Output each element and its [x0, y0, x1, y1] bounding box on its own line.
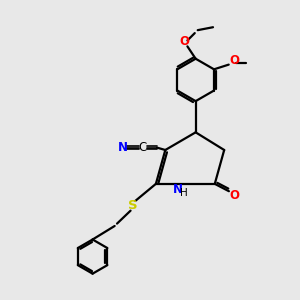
Text: O: O [230, 189, 240, 202]
Text: O: O [179, 34, 190, 48]
Text: N: N [173, 183, 183, 196]
Text: H: H [180, 188, 188, 198]
Text: N: N [118, 141, 128, 154]
Text: S: S [128, 200, 138, 212]
Text: O: O [229, 54, 239, 67]
Text: C: C [139, 141, 147, 154]
